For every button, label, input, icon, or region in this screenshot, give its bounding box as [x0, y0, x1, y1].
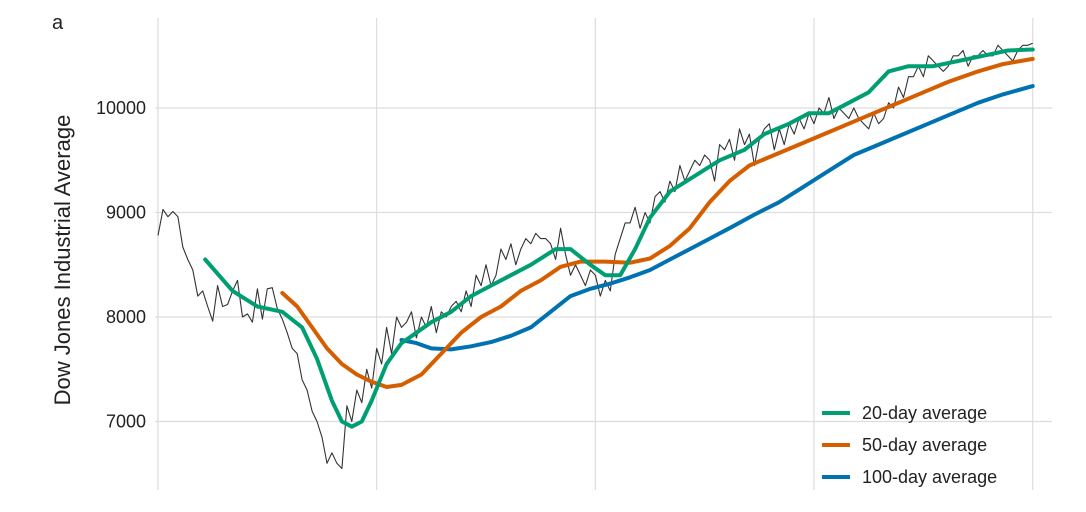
- y-axis-label: Dow Jones Industrial Average: [50, 115, 75, 406]
- series-line-20-day: [203, 47, 1035, 429]
- y-tick-label: 7000: [106, 412, 146, 432]
- y-tick-label: 10000: [96, 98, 146, 118]
- legend-label: 20-day average: [862, 403, 987, 423]
- y-tick-label: 9000: [106, 203, 146, 223]
- series-line-100-day: [399, 84, 1035, 352]
- series-layer: [157, 42, 1035, 470]
- y-tick-label: 8000: [106, 307, 146, 327]
- legend-label: 100-day average: [862, 467, 997, 487]
- panel-label: a: [52, 12, 64, 34]
- legend-label: 50-day average: [862, 435, 987, 455]
- legend: 20-day average 50-day average 100-day aver…: [822, 403, 997, 487]
- y-tick-labels: 7000 8000 9000 10000: [96, 98, 146, 432]
- series-line-50-day: [280, 56, 1035, 389]
